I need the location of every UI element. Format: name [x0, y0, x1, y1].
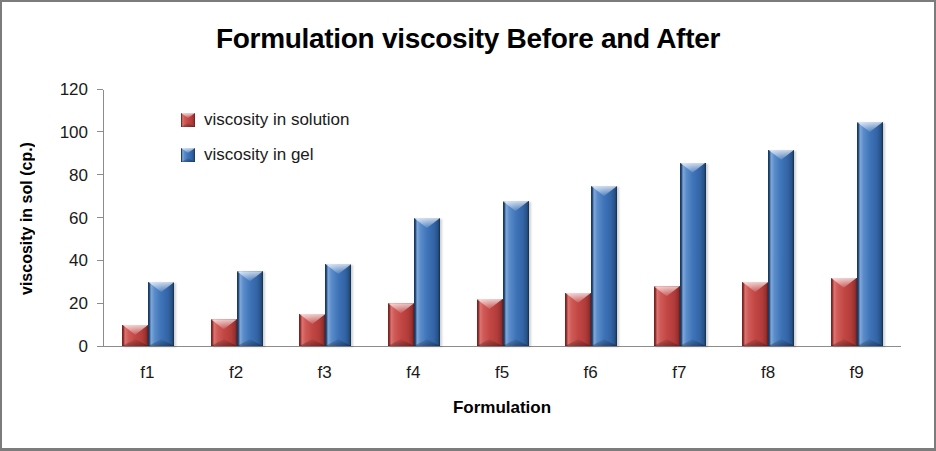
bar-gel-f2 [237, 271, 263, 346]
chart-frame: Formulation viscosity Before and After v… [0, 0, 936, 451]
legend: viscosity in solution viscosity in gel [181, 110, 350, 180]
bar-gel-f6 [591, 186, 617, 346]
bar-solution-f8 [742, 282, 768, 346]
bar-group-f8 [724, 90, 813, 346]
bar-gel-f9 [857, 122, 883, 346]
bar-group-f1 [104, 90, 193, 346]
bar-solution-f7 [654, 286, 680, 346]
x-tick-label-f4: f4 [369, 363, 458, 383]
bar-gel-f1 [148, 282, 174, 346]
bar-solution-f6 [565, 293, 591, 346]
bar-group-f4 [370, 90, 459, 346]
bar-group-f5 [458, 90, 547, 346]
x-axis-labels: f1f2f3f4f5f6f7f8f9 [103, 363, 901, 383]
x-axis-title: Formulation [103, 398, 901, 418]
y-tick-mark [97, 346, 103, 347]
x-tick-label-f9: f9 [812, 363, 901, 383]
x-tick-label-f1: f1 [103, 363, 192, 383]
x-tick-label-f8: f8 [724, 363, 813, 383]
bar-solution-f2 [211, 319, 237, 346]
x-tick-label-f6: f6 [546, 363, 635, 383]
x-tick-label-f5: f5 [458, 363, 547, 383]
bar-solution-f4 [388, 303, 414, 346]
plot-area: viscosity in solution viscosity in gel [103, 90, 901, 347]
chart-title: Formulation viscosity Before and After [2, 24, 934, 55]
bar-solution-f1 [122, 325, 148, 346]
legend-label-gel: viscosity in gel [204, 145, 314, 165]
y-tick-mark [97, 174, 103, 175]
bar-gel-f3 [325, 264, 351, 346]
y-tick-mark [97, 303, 103, 304]
y-tick-mark [97, 89, 103, 90]
y-tick-label-120: 120 [28, 80, 88, 100]
y-tick-label-60: 60 [28, 209, 88, 229]
legend-label-solution: viscosity in solution [204, 110, 350, 130]
bar-gel-f7 [680, 163, 706, 346]
bar-gel-f4 [414, 218, 440, 346]
bar-solution-f3 [299, 314, 325, 346]
y-axis: 020406080100120 [2, 90, 94, 347]
y-tick-mark [97, 260, 103, 261]
y-tick-label-40: 40 [28, 251, 88, 271]
y-tick-mark [97, 131, 103, 132]
x-tick-label-f3: f3 [280, 363, 369, 383]
bar-solution-f9 [831, 278, 857, 346]
legend-item-gel: viscosity in gel [181, 145, 350, 165]
bar-gel-f5 [503, 201, 529, 346]
bar-solution-f5 [477, 299, 503, 346]
y-tick-label-0: 0 [28, 337, 88, 357]
bar-group-f7 [635, 90, 724, 346]
legend-item-solution: viscosity in solution [181, 110, 350, 130]
x-tick-label-f7: f7 [635, 363, 724, 383]
bar-group-f9 [813, 90, 902, 346]
y-tick-label-80: 80 [28, 166, 88, 186]
bar-gel-f8 [768, 150, 794, 346]
y-tick-mark [97, 217, 103, 218]
legend-marker-solution-icon [181, 113, 195, 127]
x-tick-label-f2: f2 [192, 363, 281, 383]
bar-group-f6 [547, 90, 636, 346]
y-tick-label-100: 100 [28, 123, 88, 143]
y-tick-label-20: 20 [28, 294, 88, 314]
legend-marker-gel-icon [181, 148, 195, 162]
